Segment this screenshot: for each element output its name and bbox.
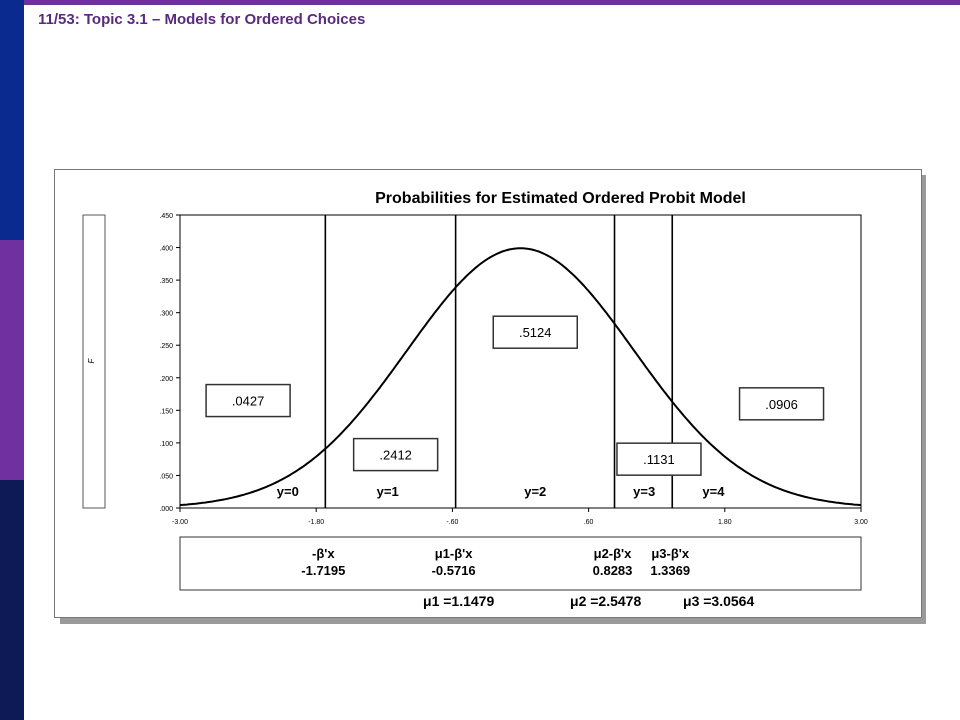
x-tick-label: -3.00 [172,519,188,526]
y-tick-label: .200 [159,376,173,383]
y-tick-label: .100 [159,441,173,448]
ylabel-panel [82,214,106,509]
region-label: y=3 [633,484,655,499]
threshold-value: -1.7195 [301,563,345,578]
x-tick-label: -1.80 [308,519,324,526]
y-axis-label: F [87,357,96,363]
threshold-expression: μ3-β'x [651,546,690,561]
sidebar-bottom-block [0,480,24,720]
probability-label: .1131 [643,452,675,467]
x-tick-label: 3.00 [854,519,868,526]
threshold-expression: μ2-β'x [594,546,633,561]
threshold-panel [179,536,862,591]
y-tick-label: .350 [159,278,173,285]
probability-box [352,437,439,472]
density-curve [179,247,862,507]
y-tick-label: .400 [159,246,173,253]
y-tick-label: .250 [159,343,173,350]
plot-frame [179,214,862,509]
region-label: y=1 [377,484,399,499]
mu2-value: μ2 =2.5478 [570,593,642,609]
probability-box [738,387,825,421]
probability-box [205,383,291,418]
mu1-value: μ1 =1.1479 [423,593,495,609]
threshold-value: 0.8283 [593,563,633,578]
y-tick-label: .450 [159,213,173,220]
sidebar-middle-block [0,240,24,480]
y-tick-label: .300 [159,311,173,318]
mu3-value: μ3 =3.0564 [683,593,755,609]
x-tick-label: 1.80 [718,519,732,526]
region-label: y=2 [524,484,546,499]
x-tick-label: .60 [584,519,594,526]
chart-title: Probabilities for Estimated Ordered Prob… [375,190,746,207]
slide-title: 11/53: Topic 3.1 – Models for Ordered Ch… [38,11,366,28]
probability-label: .0427 [232,394,265,409]
probability-label: .0906 [765,397,798,412]
x-tick-label: -.60 [446,519,458,526]
probability-box [492,315,579,349]
region-label: y=4 [702,484,725,499]
ordered-probit-chart: Probabilities for Estimated Ordered Prob… [82,190,868,591]
chart-figure: Probabilities for Estimated Ordered Prob… [54,169,922,618]
threshold-value: -0.5716 [432,563,476,578]
probability-box [616,442,702,476]
threshold-expression: -β'x [312,546,335,561]
y-tick-label: .050 [159,473,173,480]
y-tick-label: .150 [159,408,173,415]
top-accent-line [24,0,960,5]
threshold-value: 1.3369 [650,563,690,578]
probability-label: .2412 [379,448,412,463]
region-label: y=0 [277,484,299,499]
probability-label: .5124 [519,325,552,340]
threshold-expression: μ1-β'x [435,546,474,561]
y-tick-label: .000 [159,506,173,513]
sidebar-top-block [0,0,24,240]
